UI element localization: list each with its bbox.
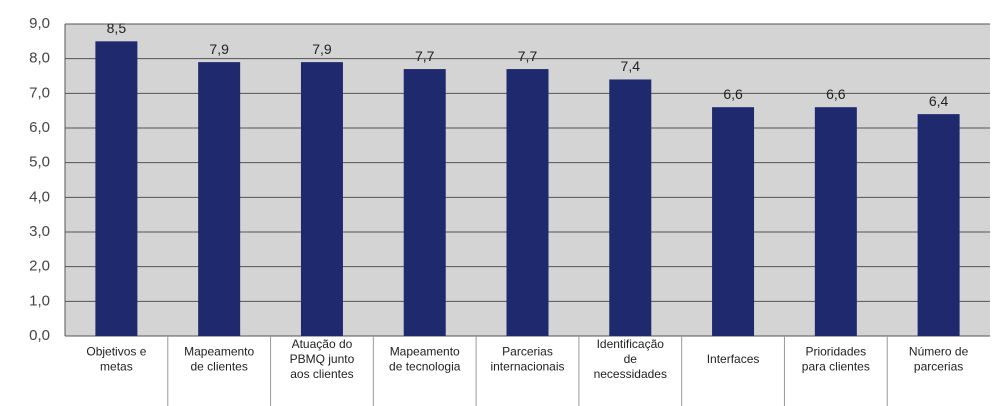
y-tick-label: 9,0 bbox=[29, 15, 50, 32]
y-tick-label: 5,0 bbox=[29, 154, 50, 171]
x-tick-label: Mapeamento de clientes bbox=[184, 345, 254, 374]
y-tick-label: 2,0 bbox=[29, 258, 50, 275]
bar bbox=[198, 62, 241, 337]
bar bbox=[712, 107, 755, 336]
x-tick-label: Atuação do PBMQ junto aos clientes bbox=[290, 337, 355, 381]
y-tick-label: 0,0 bbox=[29, 327, 50, 344]
value-label: 8,5 bbox=[107, 20, 127, 36]
value-label: 7,7 bbox=[518, 48, 538, 64]
value-label: 7,9 bbox=[312, 41, 332, 57]
x-tick-label: Objetivos e metas bbox=[86, 345, 146, 374]
value-label: 7,4 bbox=[621, 58, 641, 74]
bar bbox=[609, 79, 652, 336]
y-tick-label: 1,0 bbox=[29, 292, 50, 309]
bar bbox=[917, 114, 960, 336]
bar bbox=[300, 62, 343, 337]
x-tick-label: Identificação de necessidades bbox=[594, 337, 667, 381]
x-tick-label: Parcerias internacionais bbox=[490, 345, 564, 374]
value-label: 7,7 bbox=[415, 48, 435, 64]
bar bbox=[95, 41, 138, 336]
y-tick-label: 4,0 bbox=[29, 188, 50, 205]
bar bbox=[814, 107, 857, 336]
value-label: 6,6 bbox=[723, 86, 743, 102]
x-tick-label: Prioridades para clientes bbox=[802, 345, 870, 374]
y-tick-label: 7,0 bbox=[29, 84, 50, 101]
value-label: 7,9 bbox=[209, 41, 229, 57]
bar bbox=[403, 69, 446, 337]
x-tick-label: Interfaces bbox=[707, 352, 760, 366]
value-label: 6,6 bbox=[826, 86, 846, 102]
y-tick-label: 6,0 bbox=[29, 119, 50, 136]
y-tick-label: 8,0 bbox=[29, 50, 50, 67]
x-tick-label: Mapeamento de tecnologia bbox=[389, 345, 461, 374]
y-tick-label: 3,0 bbox=[29, 223, 50, 240]
x-tick-label: Número de parcerias bbox=[909, 345, 969, 374]
bar bbox=[506, 69, 549, 337]
value-label: 6,4 bbox=[929, 93, 949, 109]
